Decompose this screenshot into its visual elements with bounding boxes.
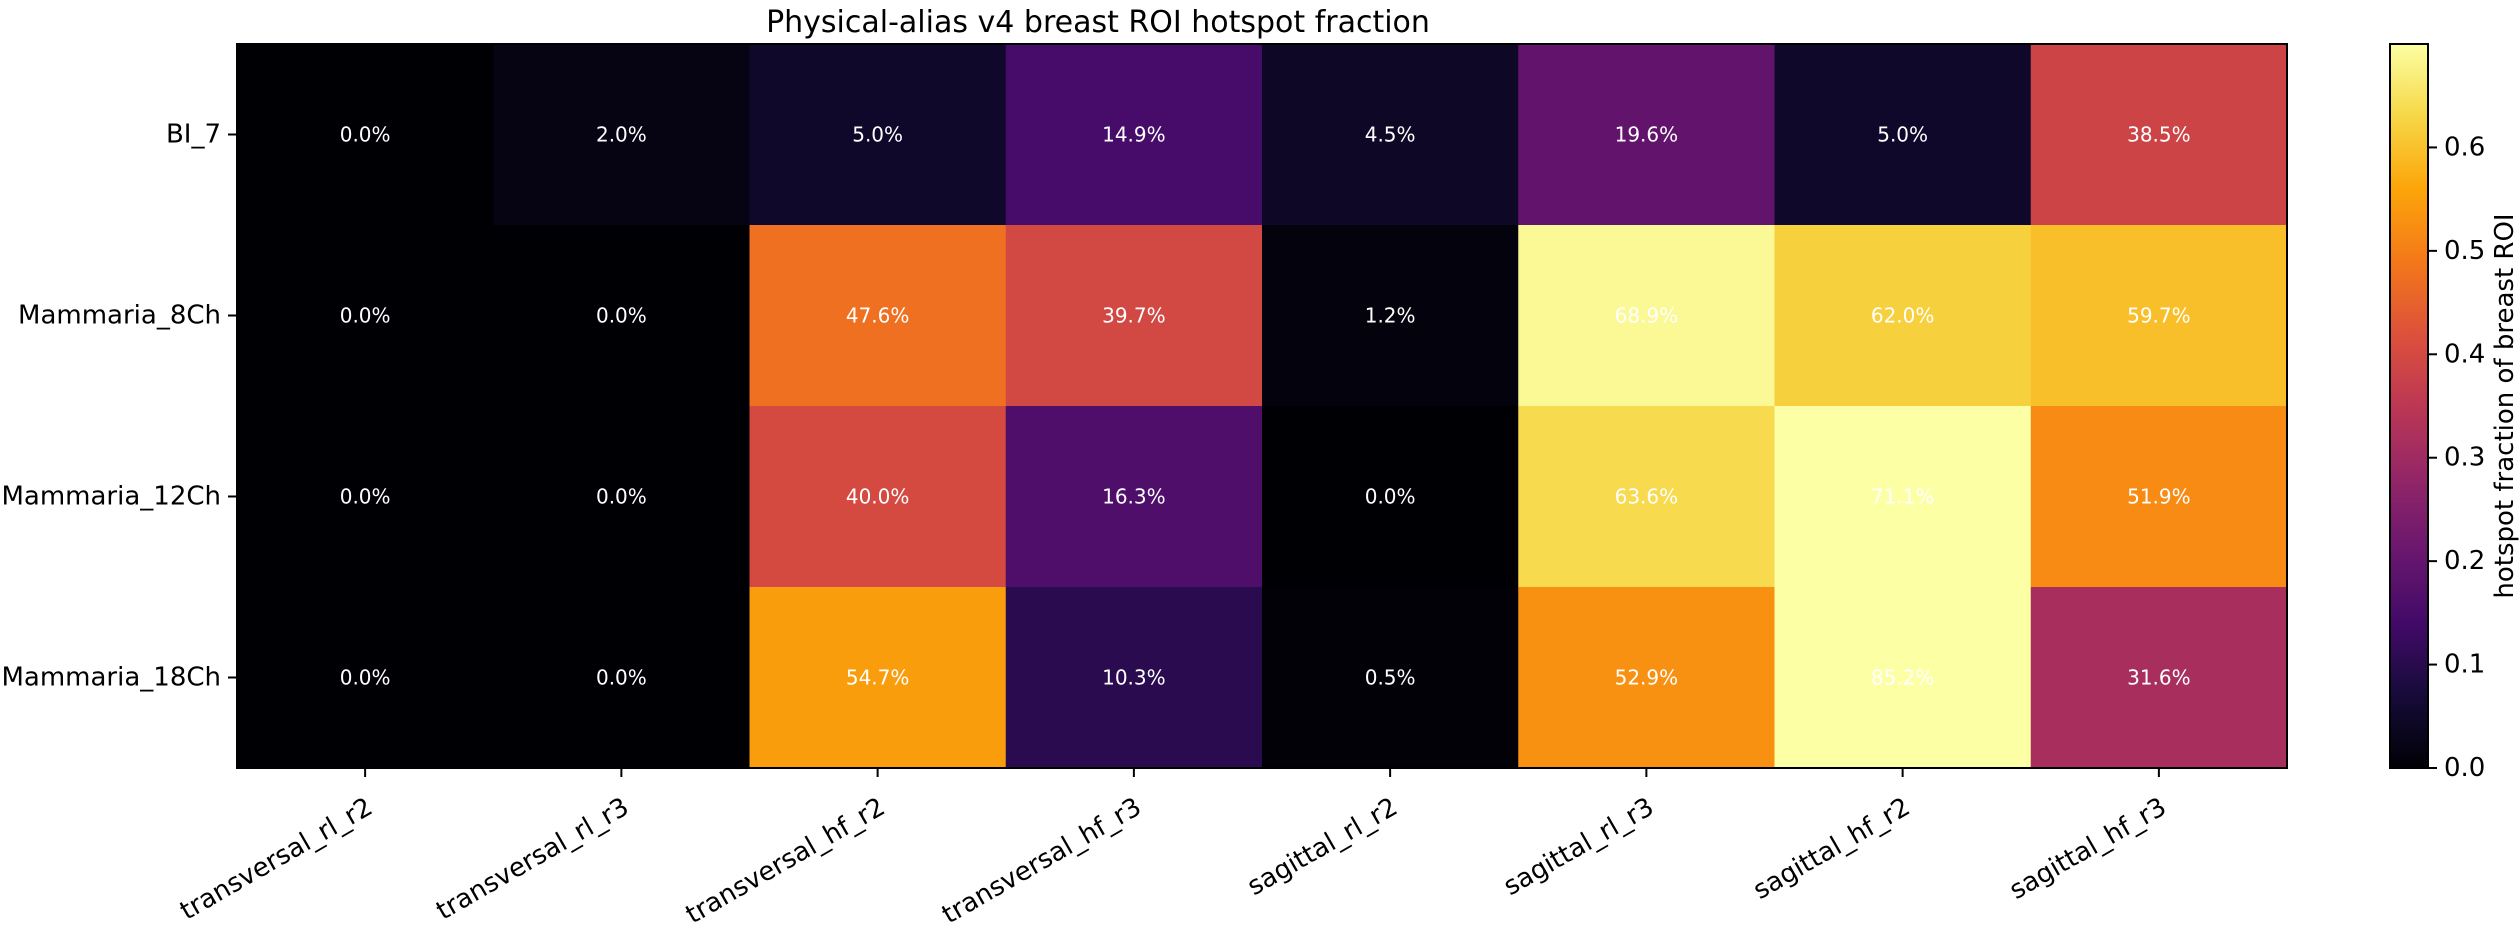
cell-value-label: 10.3% (1102, 666, 1166, 690)
cell-value-label: 2.0% (596, 123, 647, 147)
colorbar-label: hotspot fraction of breast ROI (2490, 213, 2520, 598)
cell-value-label: 14.9% (1102, 123, 1166, 147)
cell-value-label: 85.2% (1871, 666, 1935, 690)
heatmap-cell (749, 406, 1007, 588)
row-label: Mammaria_18Ch (1, 663, 221, 693)
colorbar-tick-label: 0.6 (2444, 132, 2485, 162)
heatmap-cell (1262, 587, 1519, 769)
cell-value-label: 51.9% (2127, 485, 2191, 509)
row-axis: BI_7 Mammaria_8Ch Mammaria_12Ch Mammaria_18… (1, 120, 237, 693)
heatmap-cell (1005, 587, 1263, 769)
heatmap-cell (2030, 44, 2288, 226)
cell-value-label: 71.1% (1871, 485, 1935, 509)
colorbar-tick-label: 0.4 (2444, 339, 2485, 369)
heatmap-cell (493, 225, 750, 407)
heatmap-cell (493, 587, 750, 769)
column-label: sagittal_hf_r3 (2004, 792, 2171, 906)
plot-frame (236, 43, 2288, 769)
colorbar: 0.0 0.1 0.2 0.3 0.4 0.5 0.6 hotspot fraction o… (2389, 43, 2520, 783)
colorbar-tick-label: 0.2 (2444, 546, 2485, 576)
cell-value-label: 38.5% (2127, 123, 2191, 147)
cell-value-label: 4.5% (1365, 123, 1416, 147)
colorbar-tick-label: 0.0 (2444, 753, 2485, 783)
cell-value-label: 0.0% (340, 485, 391, 509)
cell-value-label: 16.3% (1102, 485, 1166, 509)
cell-value-label: 52.9% (1615, 666, 1679, 690)
cell-value-label: 5.0% (852, 123, 903, 147)
cell-value-label: 0.0% (1365, 485, 1416, 509)
heatmap-cell (1262, 406, 1519, 588)
colorbar-ticks: 0.0 0.1 0.2 0.3 0.4 0.5 0.6 (2428, 132, 2485, 783)
cell-value-label: 1.2% (1365, 304, 1416, 328)
heatmap-cell (1005, 44, 1263, 226)
heatmap-cell (493, 406, 750, 588)
column-axis: transversal_rl_r2 transversal_rl_r3 transv… (175, 768, 2172, 930)
heatmap-cell (749, 587, 1007, 769)
cell-value-label: 0.0% (596, 304, 647, 328)
heatmap-cell (1774, 44, 2032, 226)
cell-value-label: 63.6% (1615, 485, 1679, 509)
colorbar-tick-label: 0.5 (2444, 236, 2485, 266)
heatmap-cell (749, 44, 1007, 226)
cell-value-label: 47.6% (846, 304, 910, 328)
column-label: sagittal_rl_r2 (1242, 792, 1402, 902)
chart-title: Physical-alias v4 breast ROI hotspot fra… (766, 5, 1430, 40)
cell-value-label: 5.0% (1877, 123, 1928, 147)
cell-value-label: 62.0% (1871, 304, 1935, 328)
column-label: sagittal_rl_r3 (1499, 792, 1659, 902)
cell-value-label: 0.0% (340, 666, 391, 690)
heatmap-cell (237, 406, 494, 588)
heatmap-cell (2030, 406, 2288, 588)
heatmap-cell (2030, 225, 2288, 407)
heatmap-cell (1005, 406, 1263, 588)
cell-value-label: 31.6% (2127, 666, 2191, 690)
heatmap-cell (1262, 225, 1519, 407)
heatmap-cell (237, 44, 494, 226)
row-label: BI_7 (166, 120, 221, 150)
heatmap-cell (237, 587, 494, 769)
row-label: Mammaria_8Ch (18, 301, 221, 331)
heatmap-cell (493, 44, 750, 226)
colorbar-gradient (2390, 44, 2428, 768)
cell-value-label: 0.0% (340, 123, 391, 147)
heatmap-cells (237, 44, 2288, 769)
column-label: transversal_hf_r3 (937, 792, 1146, 930)
heatmap-cell (1774, 225, 2032, 407)
colorbar-frame (2389, 43, 2429, 769)
cell-value-label: 0.0% (596, 485, 647, 509)
row-label: Mammaria_12Ch (1, 482, 221, 512)
cell-value-label: 0.0% (596, 666, 647, 690)
heatmap-cell (1005, 225, 1263, 407)
heatmap-cell (1518, 406, 1775, 588)
cell-value-label: 40.0% (846, 485, 910, 509)
heatmap-cell (2030, 587, 2288, 769)
cell-value-label: 19.6% (1615, 123, 1679, 147)
cell-value-label: 59.7% (2127, 304, 2191, 328)
cell-value-label: 68.9% (1615, 304, 1679, 328)
cell-value-label: 0.0% (340, 304, 391, 328)
column-label: sagittal_hf_r2 (1748, 792, 1915, 906)
cell-value-label: 0.5% (1365, 666, 1416, 690)
column-label: transversal_rl_r2 (175, 792, 378, 926)
heatmap-cell (1518, 225, 1775, 407)
cell-value-label: 54.7% (846, 666, 910, 690)
heatmap-cell (1774, 587, 2032, 769)
column-label: transversal_hf_r2 (681, 792, 890, 930)
heatmap-cell (1262, 44, 1519, 226)
heatmap-cell (1518, 44, 1775, 226)
heatmap-cell (237, 225, 494, 407)
heatmap-cell (749, 225, 1007, 407)
column-label: transversal_rl_r3 (431, 792, 634, 926)
colorbar-tick-label: 0.3 (2444, 443, 2485, 473)
cell-value-label: 39.7% (1102, 304, 1166, 328)
colorbar-tick-label: 0.1 (2444, 650, 2485, 680)
heatmap-cell (1774, 406, 2032, 588)
heatmap-cell-labels: 0.0% 2.0% 5.0% 14.9% 4.5% 19.6% 5.0% 38.5% 0.0% 0… (340, 123, 2191, 690)
heatmap-cell (1518, 587, 1775, 769)
